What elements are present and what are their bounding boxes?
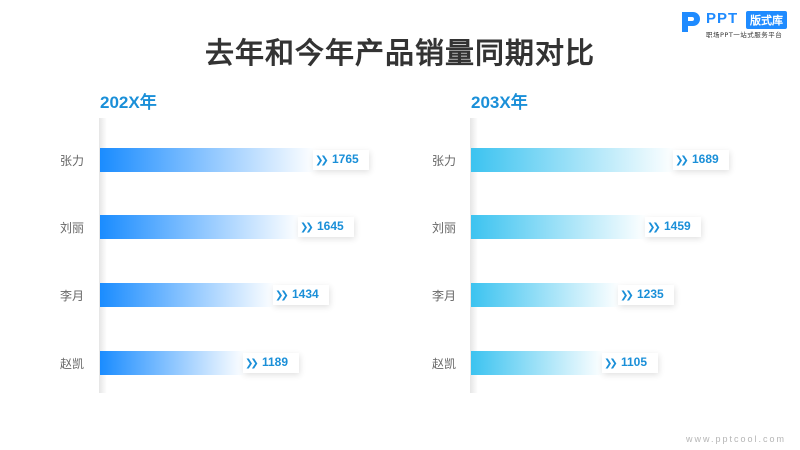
category-label: 李月 [432,289,457,303]
category-label: 张力 [432,154,457,168]
data-label: 1765 [332,152,359,166]
panel-title-203x: 203X年 [471,93,528,112]
chevron-right-icon: ❯❯ [275,290,289,301]
value-tag: ❯❯ 1765 [313,150,369,170]
value-tag: ❯❯ 1459 [645,217,701,237]
category-label: 李月 [60,289,85,303]
data-label: 1645 [317,219,344,233]
category-label: 刘丽 [432,221,457,235]
data-label: 1105 [621,355,648,369]
category-label: 赵凯 [432,357,457,371]
axis-shadow [470,118,478,393]
bar [100,283,275,307]
bar [100,351,245,375]
bar [471,215,647,239]
bar [471,283,620,307]
value-tag: ❯❯ 1689 [673,150,729,170]
category-label: 赵凯 [60,357,85,371]
footer-url: www.pptcool.com [685,434,786,444]
data-label: 1689 [692,152,719,166]
value-tag: ❯❯ 1434 [273,285,329,305]
chart-title: 去年和今年产品销量同期对比 [204,36,595,70]
value-tag: ❯❯ 1235 [618,285,674,305]
bar [100,215,300,239]
axis-shadow [99,118,107,393]
logo-brand-text: PPT [706,10,739,27]
chevron-right-icon: ❯❯ [675,155,689,166]
value-tag: ❯❯ 1645 [298,217,354,237]
chevron-right-icon: ❯❯ [604,358,618,369]
value-tag: ❯❯ 1105 [602,353,658,373]
chevron-right-icon: ❯❯ [245,358,259,369]
category-label: 张力 [60,154,85,168]
chevron-right-icon: ❯❯ [300,222,314,233]
panel-title-202x: 202X年 [100,93,157,112]
chevron-right-icon: ❯❯ [315,155,329,166]
logo-tag: 版式库 [746,11,787,29]
data-label: 1434 [292,287,319,301]
data-label: 1189 [262,355,289,369]
chevron-right-icon: ❯❯ [647,222,661,233]
data-label: 1459 [664,219,691,233]
brand-logo[interactable]: PPT 版式库 职场PPT一站式服务平台 [679,8,794,39]
logo-subtitle: 职场PPT一站式服务平台 [706,31,783,39]
value-tag: ❯❯ 1189 [243,353,299,373]
bar [471,148,675,172]
category-label: 刘丽 [60,221,85,235]
bar [471,351,604,375]
logo-p-icon [682,12,700,32]
chevron-right-icon: ❯❯ [620,290,634,301]
data-label: 1235 [637,287,664,301]
bar [100,148,315,172]
